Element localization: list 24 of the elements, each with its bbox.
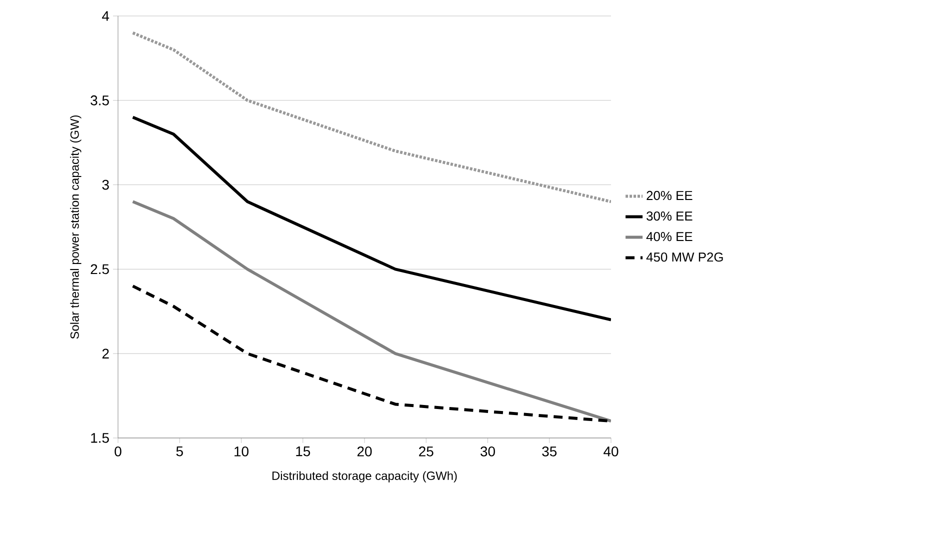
y-tick-label: 2.5 <box>90 264 109 274</box>
line-series <box>131 116 612 322</box>
y-tick-label: 4 <box>102 11 110 21</box>
x-tick-label: 5 <box>176 446 183 456</box>
x-tick-label: 0 <box>114 446 122 456</box>
line-series <box>131 200 612 423</box>
legend-label: 30% EE <box>646 211 692 221</box>
x-tick-label: 35 <box>542 446 557 456</box>
x-axis-title: Distributed storage capacity (GWh) <box>272 471 457 482</box>
x-tick-label: 20 <box>357 446 372 456</box>
legend-label: 450 MW P2G <box>646 252 723 262</box>
x-tick-label: 10 <box>234 446 248 456</box>
line-series <box>131 31 612 204</box>
x-tick-label: 30 <box>480 446 495 456</box>
x-tick-label: 40 <box>604 446 618 456</box>
y-tick-label: 2 <box>102 348 109 358</box>
y-axis-title: Solar thermal power station capacity (GW) <box>70 115 82 339</box>
legend-label: 40% EE <box>646 232 692 242</box>
x-tick-label: 25 <box>419 446 434 456</box>
y-tick-label: 3.5 <box>90 95 109 106</box>
legend-label: 20% EE <box>646 190 692 200</box>
y-tick-label: 3 <box>102 180 109 190</box>
y-tick-label: 1.5 <box>91 433 109 443</box>
x-tick-label: 15 <box>296 446 310 456</box>
